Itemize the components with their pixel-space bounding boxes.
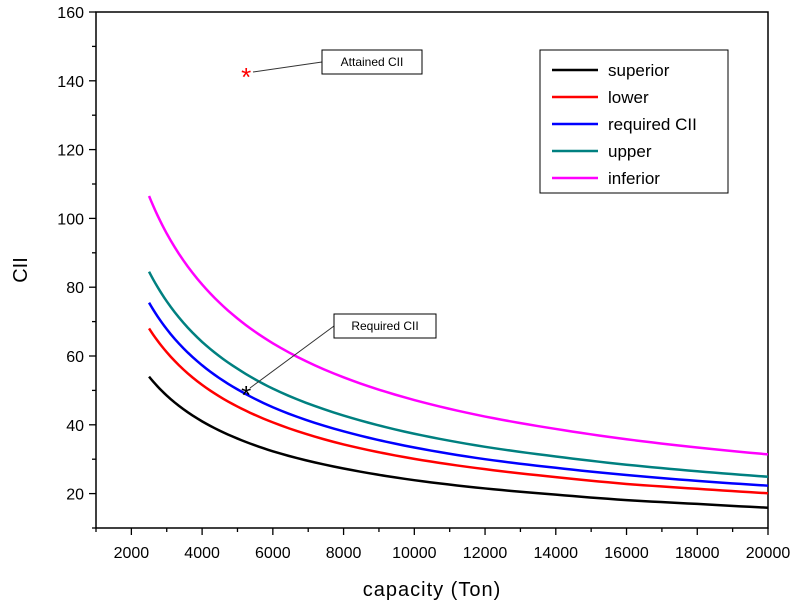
series-line-required-cii (147, 302, 769, 487)
y-tick-label: 40 (66, 418, 84, 435)
y-tick-label: 20 (66, 487, 84, 504)
annotation-label: Attained CII (341, 55, 404, 69)
annotation-box (321, 49, 423, 75)
legend-label: lower (608, 88, 649, 107)
x-tick-label: 10000 (392, 545, 437, 562)
annotation-arrow (249, 325, 335, 389)
data-point-star: * (241, 380, 251, 410)
y-tick-label: 140 (57, 74, 84, 91)
data-point-star: * (241, 62, 251, 92)
y-tick-label: 100 (57, 211, 84, 228)
x-tick-label: 12000 (463, 545, 508, 562)
x-tick-label: 14000 (534, 545, 579, 562)
x-tick-label: 4000 (184, 545, 220, 562)
y-tick-label: 160 (57, 5, 84, 22)
legend-label: superior (608, 61, 670, 80)
x-tick-label: 6000 (255, 545, 291, 562)
series-line-upper (147, 271, 769, 478)
annotation-label: Required CII (351, 319, 418, 333)
y-tick-label: 80 (66, 280, 84, 297)
annotation-box (333, 313, 437, 339)
x-tick-label: 20000 (746, 545, 791, 562)
plot-frame (95, 11, 769, 529)
series-line-lower (148, 327, 769, 495)
series-line-inferior (147, 195, 769, 456)
y-axis-label: CII (10, 257, 32, 283)
legend-label: required CII (608, 115, 697, 134)
x-tick-label: 2000 (114, 545, 150, 562)
legend-label: upper (608, 142, 652, 161)
series-line-superior (148, 375, 769, 509)
y-tick-label: 120 (57, 143, 84, 160)
x-axis-label: capacity (Ton) (363, 579, 502, 601)
x-tick-label: 16000 (604, 545, 649, 562)
legend-label: inferior (608, 169, 660, 188)
y-tick-label: 60 (66, 349, 84, 366)
x-tick-label: 18000 (675, 545, 720, 562)
x-tick-label: 8000 (326, 545, 362, 562)
annotation-arrow (252, 61, 323, 73)
legend-box (539, 49, 729, 194)
